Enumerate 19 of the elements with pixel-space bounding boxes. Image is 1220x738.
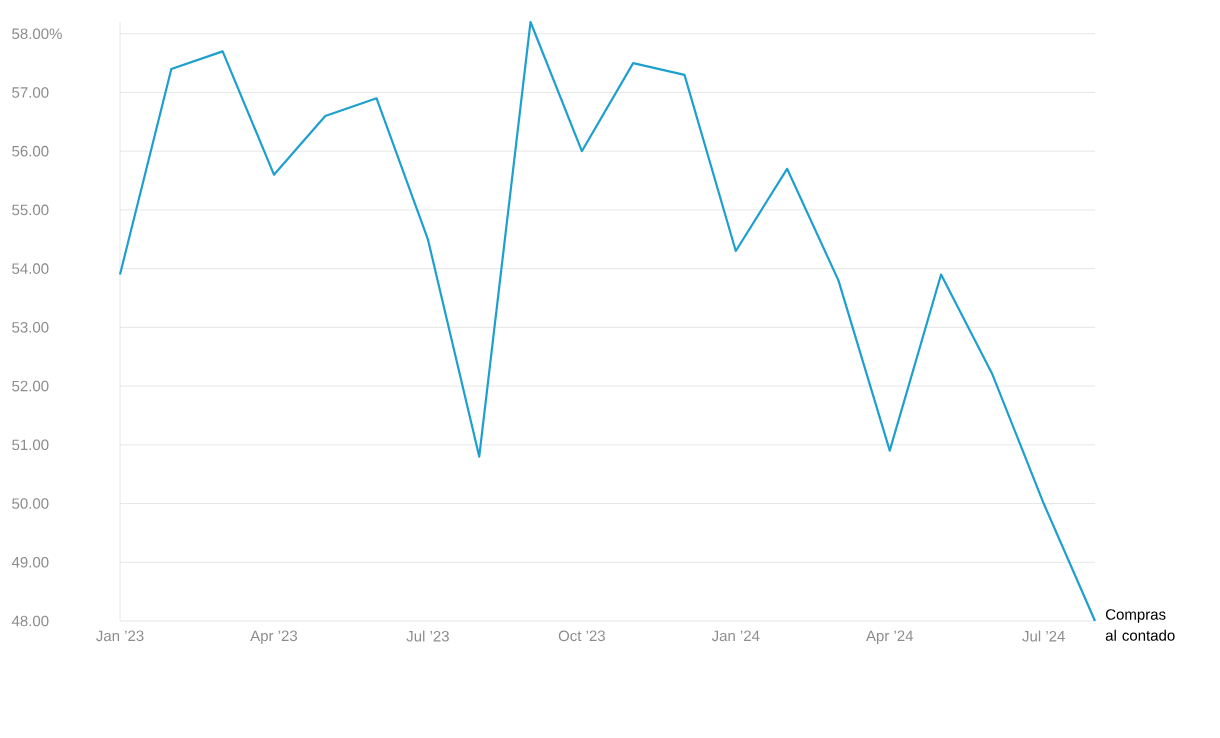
y-tick-label: 58.00% xyxy=(12,28,62,40)
y-tick-label: 50.00 xyxy=(12,498,49,509)
series-label: Compras al contado xyxy=(1105,609,1175,641)
y-tick-label: 51.00 xyxy=(12,439,49,451)
x-tick-label: Jan ’24 xyxy=(711,630,760,642)
y-tick-label: 53.00 xyxy=(12,322,49,333)
x-tick-label: Jul ’24 xyxy=(1022,630,1065,642)
y-tick-label: 54.00 xyxy=(12,263,49,274)
y-tick-label: 57.00 xyxy=(12,87,49,98)
y-tick-label: 56.00 xyxy=(12,145,49,157)
y-tick-label: 55.00 xyxy=(12,204,49,216)
y-tick-label: 52.00 xyxy=(12,380,49,392)
y-tick-label: 48.00 xyxy=(11,615,49,627)
x-tick-label: Oct ’23 xyxy=(558,630,605,642)
y-tick-label: 49.00 xyxy=(11,556,49,568)
x-tick-label: Jul ’23 xyxy=(406,630,449,642)
x-tick-label: Apr ’24 xyxy=(866,630,914,645)
x-tick-label: Apr ’23 xyxy=(250,630,298,645)
x-tick-label: Jan ’23 xyxy=(96,630,144,642)
